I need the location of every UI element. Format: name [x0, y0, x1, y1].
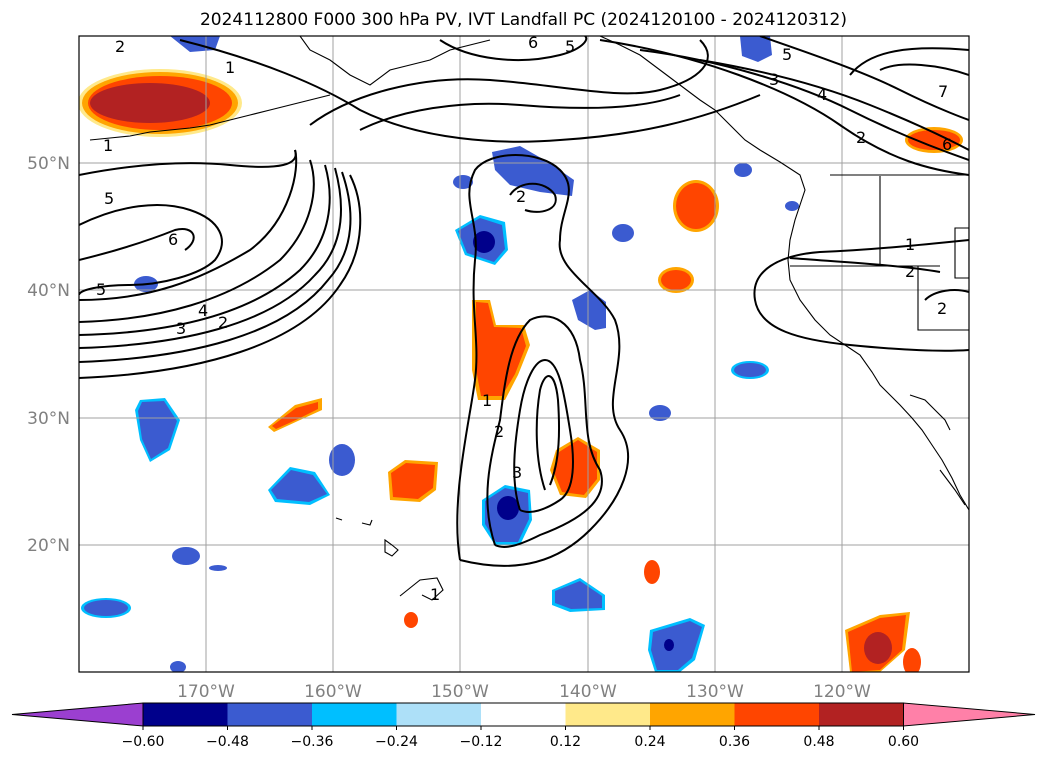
contour-label: 1	[430, 585, 440, 604]
contour-label: 3	[512, 463, 522, 482]
figure-title: 2024112800 F000 300 hPa PV, IVT Landfall…	[199, 10, 847, 30]
colorbar-label: 0.60	[888, 734, 919, 750]
colorbar-cell	[734, 703, 819, 726]
colorbar-labels: −0.60 −0.48 −0.36 −0.24 −0.12 0.12 0.24 0.36 0.4…	[122, 726, 919, 750]
colorbar-cell	[396, 703, 481, 726]
contour-label: 5	[104, 189, 114, 208]
shaded-field	[79, 36, 963, 672]
colorbar-extend-high	[903, 702, 1036, 727]
positive-anomaly-gulf-alaska	[79, 69, 242, 137]
positive-anomaly-small	[268, 127, 963, 672]
contour-label: 7	[938, 82, 948, 101]
contour-label: 2	[494, 422, 504, 441]
colorbar-cell	[481, 703, 566, 726]
lat-label: 50°N	[27, 154, 70, 174]
colorbar-cell	[819, 703, 904, 726]
contour-label: 1	[225, 58, 235, 77]
contour-label: 5	[782, 45, 792, 64]
colorbar-label: −0.12	[460, 734, 503, 750]
longitude-labels: 170°W 160°W 150°W 140°W 130°W 120°W	[177, 682, 871, 702]
contour-label: 4	[817, 85, 827, 104]
contour-label: 5	[96, 280, 106, 299]
colorbar-label: −0.24	[375, 734, 418, 750]
colorbar-cells	[11, 702, 1036, 727]
contour-label: 3	[769, 70, 779, 89]
lon-label: 160°W	[304, 682, 362, 702]
lon-label: 140°W	[559, 682, 617, 702]
contour-label: 5	[565, 37, 575, 56]
lat-label: 20°N	[27, 536, 70, 556]
contour-label: 2	[218, 313, 228, 332]
lat-label: 40°N	[27, 281, 70, 301]
contour-lines	[79, 36, 969, 567]
colorbar-extend-low	[11, 702, 144, 727]
contour-label: 3	[176, 319, 186, 338]
colorbar-cell	[227, 703, 312, 726]
contour-label: 2	[115, 37, 125, 56]
positive-anomaly-central	[472, 300, 530, 400]
colorbar-label: 0.24	[634, 734, 665, 750]
lon-label: 170°W	[177, 682, 235, 702]
contour-label: 1	[482, 391, 492, 410]
colorbar-label: 0.36	[719, 734, 750, 750]
colorbar-label: −0.36	[291, 734, 334, 750]
lat-label: 30°N	[27, 409, 70, 429]
lon-label: 150°W	[431, 682, 489, 702]
colorbar-cell	[143, 703, 228, 726]
colorbar-frame	[142, 702, 904, 727]
contour-label: 2	[905, 262, 915, 281]
lon-label: 130°W	[686, 682, 744, 702]
contour-label: 2	[516, 187, 526, 206]
colorbar: −0.60 −0.48 −0.36 −0.24 −0.12 0.12 0.24 0.36 0.4…	[11, 702, 1036, 750]
contour-label: 1	[103, 136, 113, 155]
contour-label: 2	[937, 299, 947, 318]
positive-anomaly-hawaii-north	[388, 460, 438, 502]
colorbar-label: 0.48	[803, 734, 834, 750]
colorbar-cell	[565, 703, 650, 726]
contour-label: 4	[198, 301, 208, 320]
colorbar-label: −0.60	[122, 734, 165, 750]
latitude-labels: 50°N 40°N 30°N 20°N	[27, 154, 70, 556]
contour-labels: 2 1 6 5 5 3 4 2 7 6 1 5 6 2 5 4 3 2 1 2 …	[96, 33, 952, 604]
colorbar-cell	[650, 703, 735, 726]
coastlines	[89, 36, 969, 601]
negative-anomalies	[81, 36, 799, 672]
contour-label: 6	[942, 135, 952, 154]
gridlines	[79, 36, 969, 672]
contour-label: 6	[528, 33, 538, 52]
contour-label: 6	[168, 230, 178, 249]
colorbar-label: −0.48	[206, 734, 249, 750]
contour-label: 2	[856, 128, 866, 147]
map-frame	[78, 35, 970, 673]
lon-label: 120°W	[813, 682, 871, 702]
contour-label: 1	[905, 235, 915, 254]
colorbar-cell	[312, 703, 397, 726]
colorbar-label: 0.12	[550, 734, 581, 750]
